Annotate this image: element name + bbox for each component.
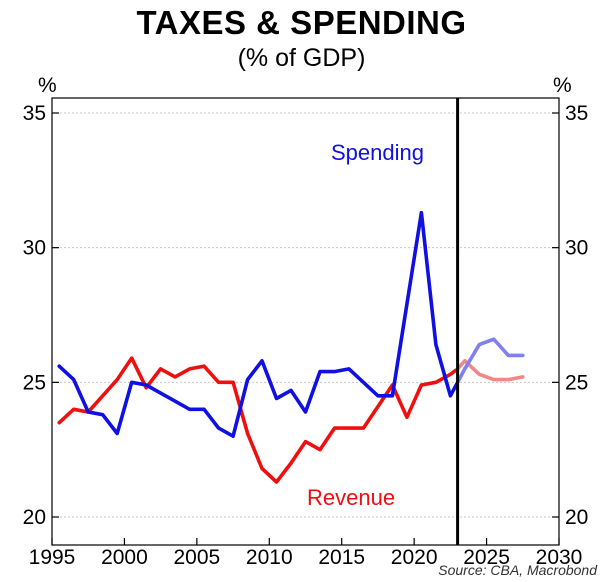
- y-tick-label-right: 30: [565, 237, 588, 260]
- source-note: Source: CBA, Macrobond: [438, 562, 598, 578]
- plot-frame: [51, 97, 560, 546]
- series-line-revenue: [57, 356, 460, 484]
- y-unit-label-right: %: [553, 74, 572, 97]
- grid-layer: [52, 112, 559, 518]
- series-layer: [57, 210, 525, 484]
- x-tick-label: 2000: [101, 546, 148, 569]
- x-tick-label: 2020: [391, 546, 438, 569]
- series-label-revenue: Revenue: [307, 485, 395, 510]
- x-tick-label: 2030: [536, 546, 583, 569]
- y-tick-label-left: 35: [23, 102, 46, 125]
- y-tick-label-right: 35: [565, 102, 588, 125]
- y-tick-label-left: 30: [23, 237, 46, 260]
- chart-subtitle: (% of GDP): [237, 44, 366, 72]
- x-tick-label: 2005: [173, 546, 220, 569]
- series-label-spending: Spending: [331, 140, 424, 165]
- series-forecast-line-spending: [455, 337, 525, 385]
- y-tick-label-left: 20: [23, 506, 46, 529]
- series-forecast-line-revenue: [455, 358, 525, 382]
- x-tick-label: 1995: [29, 546, 76, 569]
- x-tick-label: 2010: [246, 546, 293, 569]
- y-unit-label-left: %: [38, 74, 57, 97]
- y-tick-label-right: 25: [565, 371, 588, 394]
- y-tick-label-left: 25: [23, 371, 46, 394]
- x-tick-label: 2025: [463, 546, 510, 569]
- y-tick-label-right: 20: [565, 506, 588, 529]
- series-line-spending: [57, 210, 460, 439]
- x-tick-label: 2015: [318, 546, 365, 569]
- chart-title: TAXES & SPENDING: [136, 4, 467, 41]
